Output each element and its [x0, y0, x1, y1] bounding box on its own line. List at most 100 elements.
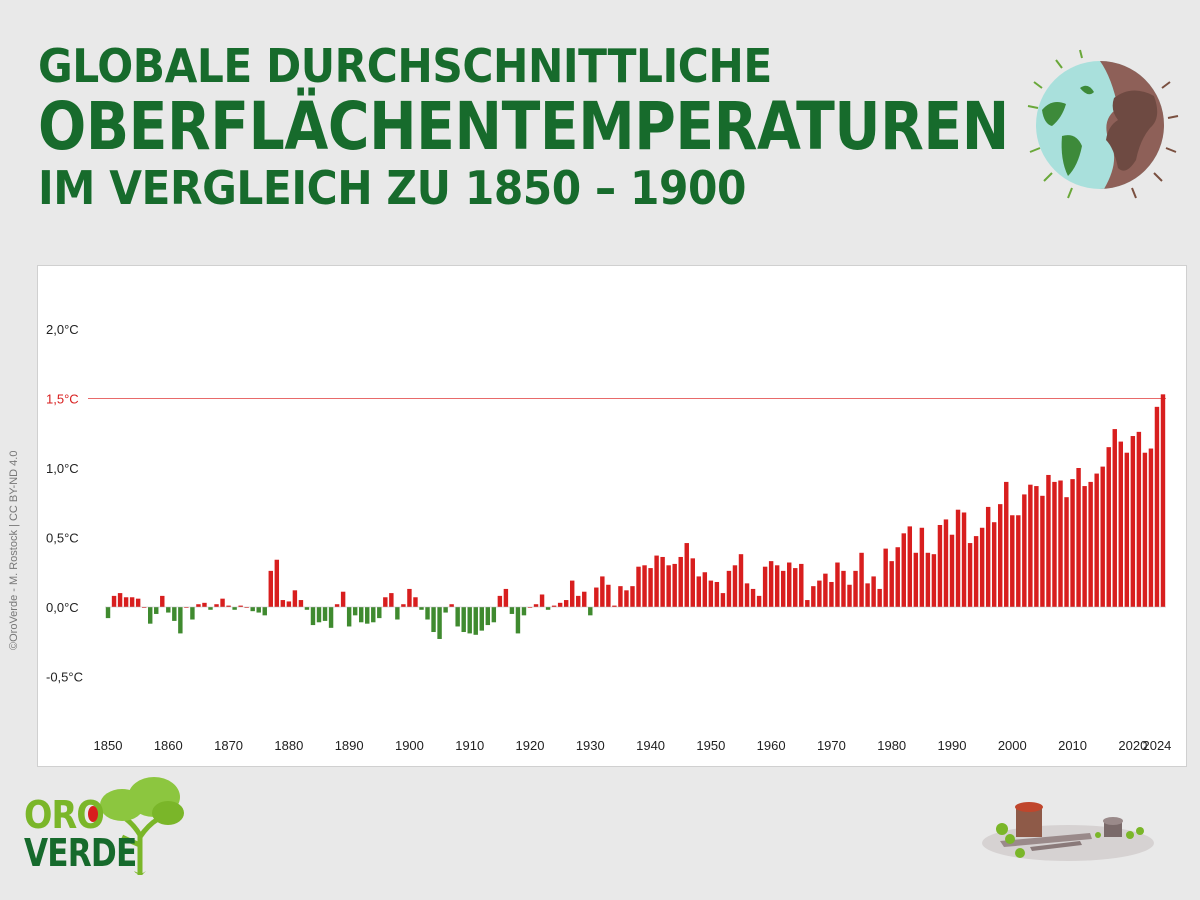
bar-1926: [563, 600, 569, 607]
x-tick-label: 1880: [274, 738, 303, 753]
bar-1983: [907, 526, 913, 607]
x-tick-label: 1850: [94, 738, 123, 753]
bar-1875: [256, 607, 261, 613]
bar-1876: [262, 607, 267, 616]
bar-1891: [352, 607, 358, 616]
bar-1940: [648, 568, 653, 607]
bar-1930: [588, 607, 593, 616]
bar-1855: [135, 598, 141, 607]
bar-1881: [292, 590, 298, 607]
bar-1969: [823, 573, 828, 607]
bar-1995: [979, 527, 985, 607]
bar-2021: [1136, 431, 1142, 607]
bar-1989: [943, 519, 949, 607]
bar-1916: [503, 588, 509, 607]
bar-1931: [594, 587, 599, 607]
bar-1934: [612, 605, 617, 607]
bar-2018: [1118, 441, 1123, 607]
bar-1886: [322, 607, 328, 621]
bar-2005: [1040, 495, 1045, 607]
bar-1947: [690, 558, 695, 607]
y-tick-label: 0,0°C: [46, 600, 79, 615]
bar-1913: [485, 607, 491, 626]
bar-1852: [117, 593, 123, 607]
bar-1939: [642, 565, 647, 607]
y-tick-label: 2,0°C: [46, 322, 79, 337]
bar-1870: [226, 605, 231, 607]
x-tick-label: 1930: [576, 738, 605, 753]
bar-2019: [1124, 452, 1130, 607]
x-tick-label: 1920: [516, 738, 545, 753]
bar-1867: [208, 607, 213, 610]
y-tick-label: 1,5°C: [46, 392, 79, 407]
bar-1957: [750, 588, 756, 607]
bar-2017: [1112, 429, 1117, 607]
x-tick-label: 2010: [1058, 738, 1087, 753]
bar-1877: [268, 570, 273, 607]
bar-1984: [913, 552, 919, 607]
bar-1915: [497, 595, 503, 607]
bar-1858: [154, 607, 159, 614]
title-line-1: GLOBALE DURCHSCHNITTLICHE: [38, 39, 772, 93]
bar-2015: [1100, 466, 1105, 607]
title-block: GLOBALE DURCHSCHNITTLICHE OBERFLÄCHENTEM…: [38, 40, 1018, 214]
bar-1860: [166, 607, 171, 613]
bar-2012: [1082, 486, 1087, 607]
bar-1952: [720, 593, 726, 607]
bar-2025: [1160, 394, 1166, 607]
bar-1988: [937, 524, 943, 607]
bar-1920: [527, 607, 533, 608]
bar-1889: [340, 591, 346, 607]
bar-1903: [425, 607, 430, 620]
bar-1873: [244, 607, 249, 608]
bar-1874: [250, 607, 255, 612]
bar-1923: [545, 607, 551, 610]
bar-1950: [708, 580, 714, 607]
bar-1987: [931, 554, 937, 607]
x-tick-label: 1860: [154, 738, 183, 753]
oroverde-logo: ORO VERDE: [22, 775, 192, 885]
bar-2004: [1034, 486, 1039, 607]
bar-2009: [1064, 497, 1069, 607]
bar-1960: [768, 561, 774, 607]
bar-2016: [1106, 447, 1111, 607]
bar-1922: [539, 594, 545, 607]
bar-1982: [901, 533, 906, 607]
bar-2023: [1148, 448, 1154, 607]
bar-1999: [1004, 481, 1009, 607]
bar-1997: [991, 522, 997, 607]
bar-1973: [847, 584, 852, 607]
bar-1972: [841, 570, 846, 607]
bar-1898: [395, 607, 400, 620]
bar-1861: [172, 607, 177, 621]
bar-1905: [437, 607, 442, 639]
x-tick-label: 1980: [877, 738, 906, 753]
bar-1967: [811, 586, 816, 607]
bar-1943: [666, 565, 671, 607]
bar-2020: [1130, 436, 1136, 607]
y-tick-label: 0,5°C: [46, 531, 79, 546]
bar-1949: [702, 572, 708, 607]
bar-1953: [726, 570, 732, 607]
bar-1932: [600, 576, 605, 607]
bar-1890: [346, 607, 352, 627]
x-tick-label: 1990: [938, 738, 967, 753]
bar-1911: [473, 607, 478, 635]
bar-1996: [985, 506, 991, 607]
bar-1970: [829, 581, 834, 607]
bar-1853: [123, 597, 129, 607]
bar-2022: [1142, 452, 1148, 607]
bar-1985: [919, 527, 925, 607]
bar-2007: [1052, 481, 1057, 607]
bar-1904: [431, 607, 436, 633]
x-tick-label: 1940: [636, 738, 665, 753]
x-tick-label: 1970: [817, 738, 846, 753]
bar-1977: [871, 576, 876, 607]
bar-1929: [582, 591, 587, 607]
bar-1963: [787, 562, 792, 607]
credit-text: ©OroVerde - M. Rostock | CC BY-ND 4.0: [8, 450, 20, 650]
y-tick-label: -0,5°C: [46, 670, 83, 685]
bar-1864: [190, 607, 195, 620]
bar-1964: [793, 568, 798, 607]
bar-1917: [509, 607, 515, 614]
